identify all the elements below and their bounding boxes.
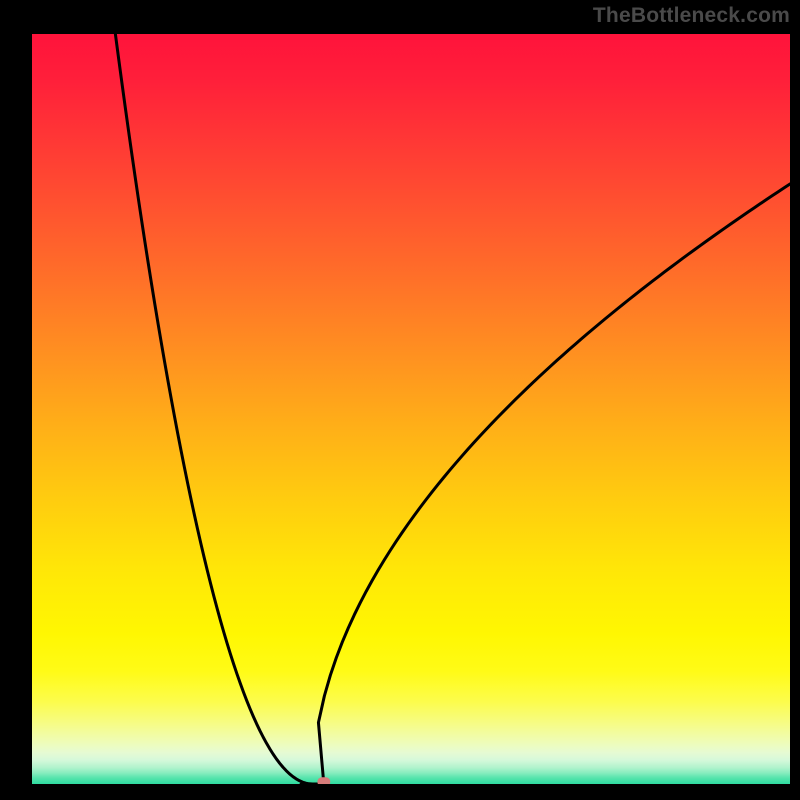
- plot-area: [32, 34, 790, 784]
- watermark-text: TheBottleneck.com: [593, 4, 790, 28]
- chart-container: TheBottleneck.com: [0, 0, 800, 800]
